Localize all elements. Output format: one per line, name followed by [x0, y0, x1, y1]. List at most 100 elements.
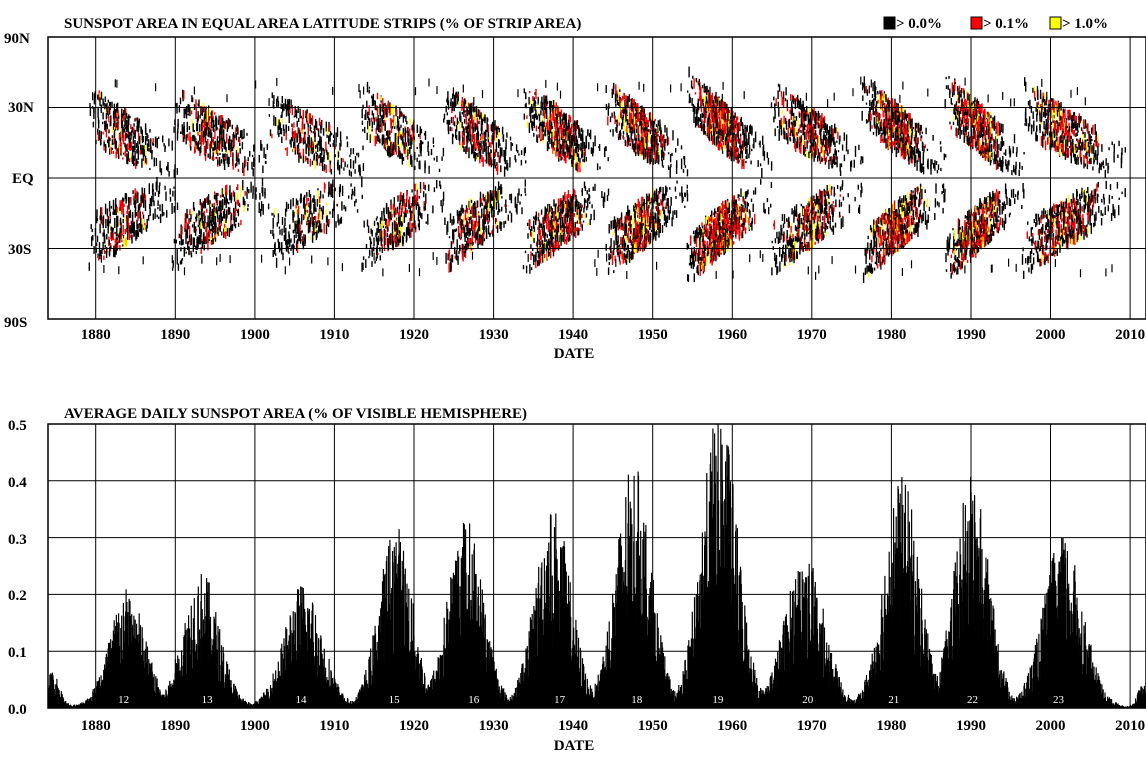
sunspot-mark	[247, 207, 249, 211]
sunspot-mark	[452, 229, 454, 240]
sunspot-mark	[217, 192, 219, 196]
sunspot-mark	[280, 103, 282, 110]
sunspot-mark	[577, 144, 579, 147]
sunspot-mark	[297, 235, 300, 241]
sunspot-mark	[515, 158, 517, 163]
sunspot-mark	[395, 240, 397, 248]
sunspot-mark	[153, 157, 155, 167]
sunspot-mark	[602, 196, 605, 207]
sunspot-mark	[660, 186, 662, 193]
sunspot-mark	[156, 138, 158, 149]
sunspot-mark	[270, 229, 272, 234]
sunspot-mark	[494, 149, 497, 157]
sunspot-mark	[474, 202, 476, 210]
sunspot-mark	[184, 224, 186, 232]
sunspot-mark	[229, 255, 231, 264]
sunspot-mark	[551, 139, 553, 147]
sunspot-mark	[487, 225, 490, 235]
sunspot-mark	[566, 208, 569, 217]
sunspot-mark	[473, 138, 476, 150]
sunspot-mark	[542, 125, 545, 133]
sunspot-mark	[183, 128, 186, 139]
sunspot-mark	[542, 230, 544, 238]
sunspot-mark	[520, 194, 522, 197]
sunspot-mark	[601, 191, 603, 198]
sunspot-mark	[362, 145, 364, 151]
sunspot-mark	[638, 110, 640, 121]
sunspot-mark	[557, 218, 559, 223]
sunspot-mark	[464, 224, 467, 228]
sunspot-mark	[576, 120, 579, 129]
sunspot-mark	[350, 158, 352, 169]
sunspot-mark	[483, 215, 485, 226]
sunspot-mark	[630, 229, 632, 234]
sunspot-mark	[563, 215, 565, 225]
sunspot-mark	[650, 122, 653, 130]
sunspot-mark	[477, 238, 479, 244]
sunspot-mark	[580, 163, 582, 168]
sunspot-mark	[469, 121, 471, 130]
sunspot-mark	[217, 142, 220, 150]
sunspot-mark	[538, 225, 540, 235]
sunspot-mark	[635, 128, 638, 133]
sunspot-mark	[382, 230, 384, 238]
sunspot-mark	[222, 211, 225, 219]
sunspot-mark	[271, 212, 273, 216]
sunspot-mark	[99, 97, 101, 106]
sunspot-mark	[545, 122, 547, 128]
sunspot-mark	[381, 210, 383, 221]
sunspot-mark	[483, 207, 485, 219]
sunspot-mark	[213, 141, 216, 150]
sunspot-mark	[530, 100, 532, 107]
sunspot-mark	[297, 234, 299, 237]
sunspot-mark	[317, 222, 320, 234]
sunspot-mark	[400, 132, 402, 136]
sunspot-mark	[647, 206, 649, 218]
sunspot-mark	[615, 233, 618, 243]
sunspot-mark	[523, 147, 526, 156]
sunspot-mark	[282, 124, 285, 131]
sunspot-mark	[204, 154, 206, 157]
sunspot-mark	[395, 138, 397, 145]
sunspot-mark	[309, 205, 311, 215]
sunspot-mark	[367, 120, 369, 130]
sunspot-mark	[658, 202, 660, 206]
sunspot-mark	[520, 159, 523, 166]
sunspot-mark	[136, 219, 138, 230]
sunspot-mark	[617, 219, 619, 231]
sunspot-mark	[610, 220, 612, 229]
sunspot-mark	[462, 209, 465, 213]
sunspot-mark	[653, 226, 655, 237]
sunspot-mark	[214, 237, 217, 242]
sunspot-mark	[108, 220, 110, 227]
sunspot-mark	[663, 134, 665, 138]
sunspot-mark	[473, 141, 475, 149]
sunspot-mark	[666, 127, 668, 137]
sunspot-mark	[397, 145, 400, 156]
sunspot-mark	[433, 187, 436, 193]
sunspot-mark	[548, 127, 550, 134]
sunspot-mark	[486, 123, 488, 126]
sunspot-mark	[240, 219, 242, 226]
sunspot-mark	[469, 104, 471, 110]
sunspot-mark	[593, 209, 595, 221]
sunspot-mark	[491, 230, 493, 235]
sunspot-mark	[566, 154, 568, 158]
sunspot-mark	[556, 105, 559, 116]
sunspot-mark	[582, 159, 584, 162]
sunspot-mark	[89, 103, 91, 108]
sunspot-mark	[331, 188, 334, 198]
sunspot-mark	[472, 203, 475, 214]
sunspot-mark	[124, 131, 127, 141]
sunspot-mark	[176, 249, 178, 260]
sunspot-mark	[381, 244, 383, 248]
sunspot-mark	[122, 235, 125, 239]
sunspot-mark	[402, 237, 404, 244]
sunspot-mark	[613, 240, 615, 250]
sunspot-mark	[391, 209, 393, 218]
sunspot-mark	[200, 221, 202, 229]
sunspot-mark	[590, 213, 592, 220]
sunspot-mark	[369, 236, 371, 240]
sunspot-mark	[701, 85, 704, 89]
sunspot-mark	[588, 142, 590, 150]
